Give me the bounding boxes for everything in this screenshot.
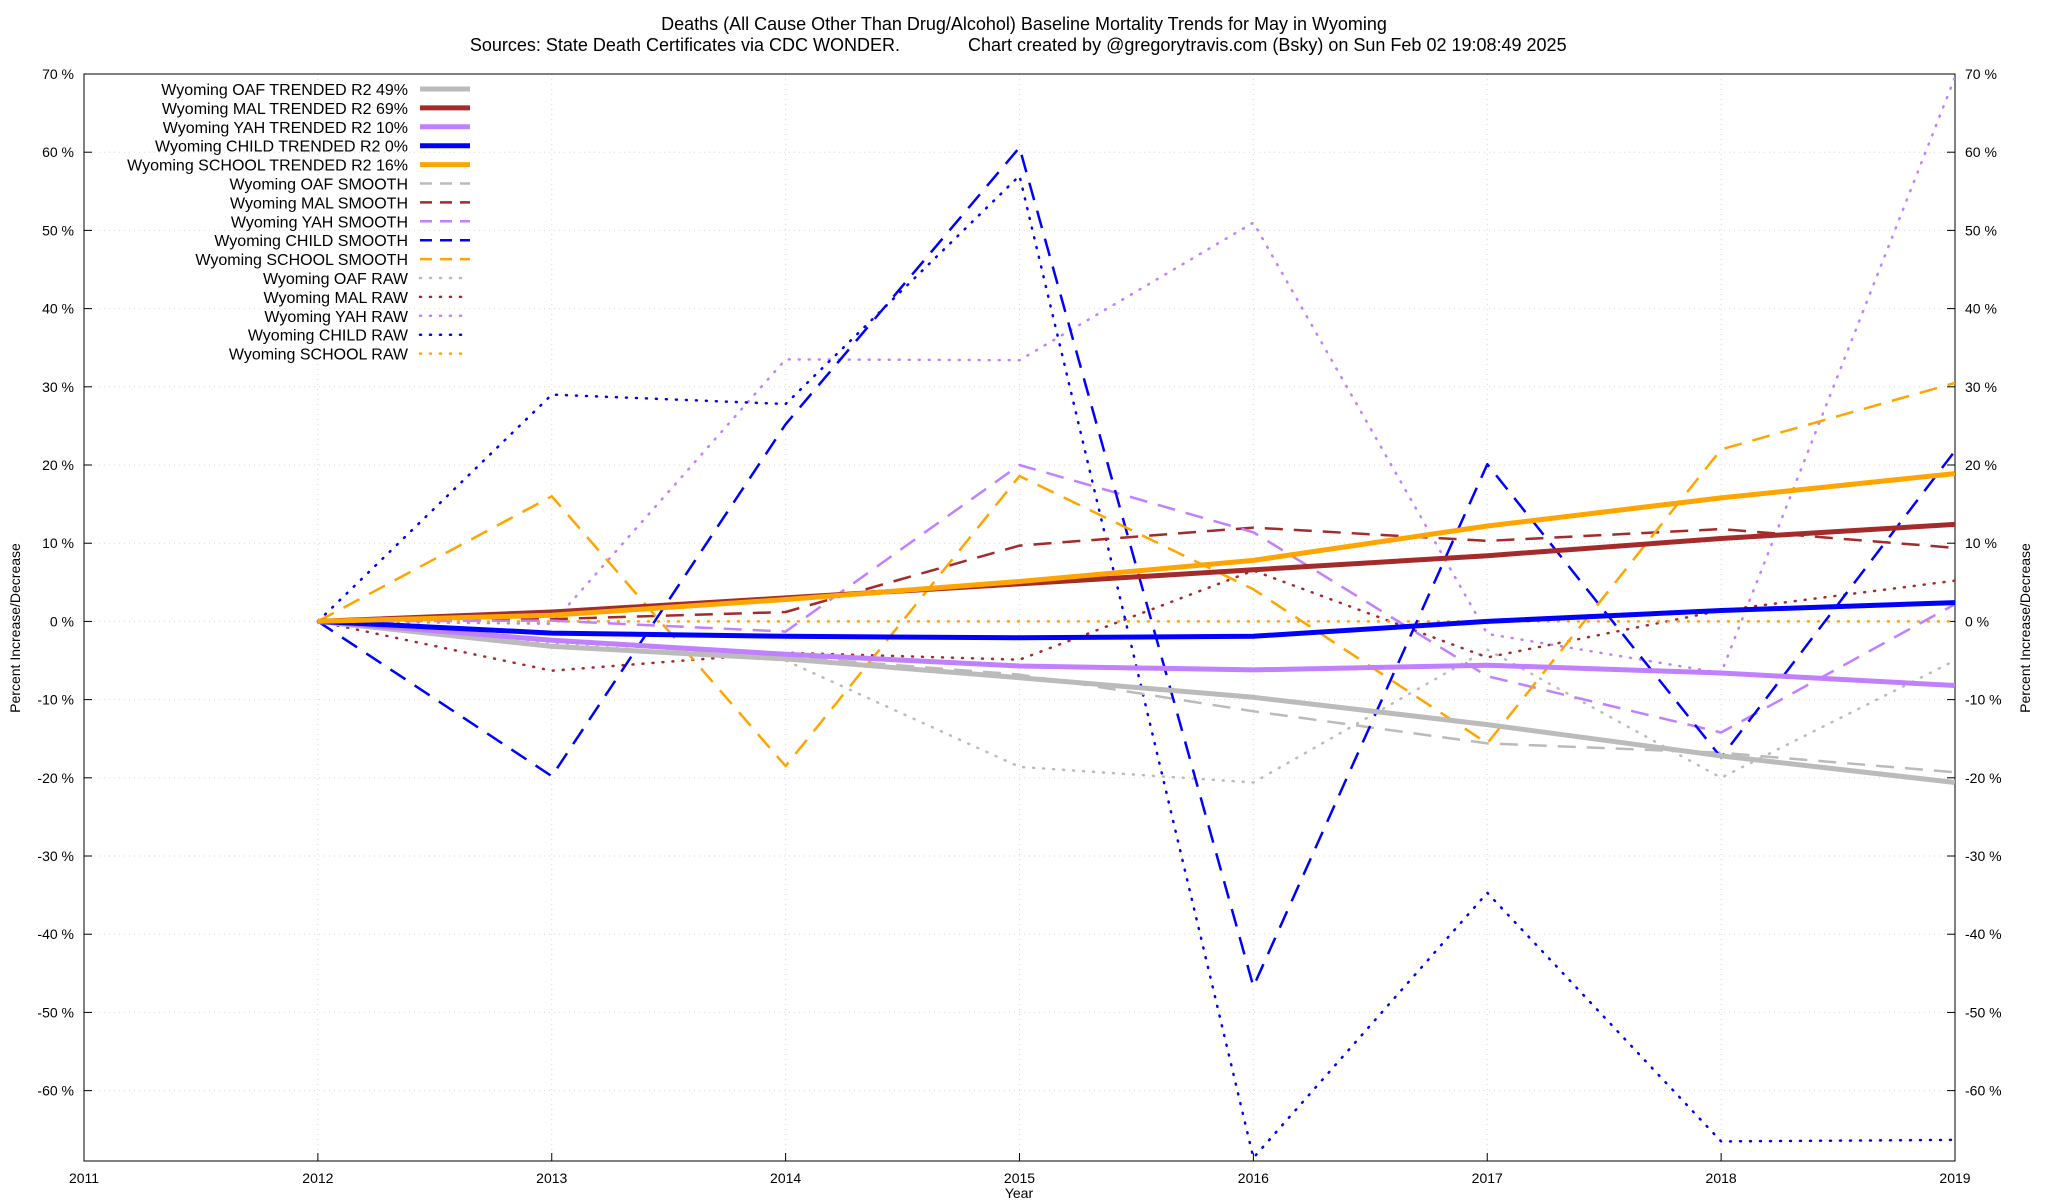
legend-entry-label: Wyoming SCHOOL RAW — [229, 347, 409, 364]
chart-title: Deaths (All Cause Other Than Drug/Alcoho… — [661, 14, 1387, 34]
legend-entry-label: Wyoming MAL RAW — [264, 290, 409, 307]
legend-entry-label: Wyoming YAH RAW — [264, 309, 408, 326]
x-tick-label: 2011 — [69, 1170, 99, 1186]
legend-entry-label: Wyoming OAF RAW — [263, 271, 409, 288]
y-tick-label-left: -40 % — [37, 926, 74, 942]
legend-entry-label: Wyoming MAL TRENDED R2 69% — [162, 101, 408, 118]
y-tick-label-right: -30 % — [1965, 848, 2002, 864]
y-tick-label-right: -60 % — [1965, 1083, 2002, 1099]
y-tick-label-left: 40 % — [42, 301, 74, 317]
x-tick-label: 2017 — [1472, 1170, 1503, 1186]
series-line-wyoming-oaf-raw — [316, 620, 1955, 784]
series-line-wyoming-school-smooth — [317, 381, 1955, 768]
y-tick-label-left: 20 % — [42, 457, 74, 473]
series-line-wyoming-child-smooth — [317, 146, 1955, 988]
x-tick-label: 2013 — [536, 1170, 567, 1186]
legend-entry-label: Wyoming MAL SMOOTH — [230, 195, 408, 212]
legend-entry-label: Wyoming CHILD RAW — [248, 328, 409, 345]
legend-entry-label: Wyoming YAH SMOOTH — [231, 214, 408, 231]
legend-entry-label: Wyoming SCHOOL SMOOTH — [195, 252, 408, 269]
y-tick-label-left: 0 % — [50, 613, 74, 629]
y-tick-label-left: -10 % — [37, 692, 74, 708]
series-line-wyoming-child-trended-r2-0 — [317, 600, 1955, 641]
y-axis-label-left: Percent Increase/Decrease — [7, 543, 23, 713]
x-tick-label: 2012 — [302, 1170, 333, 1186]
series-line-wyoming-yah-trended-r2-10 — [317, 618, 1955, 688]
y-tick-label-left: 50 % — [42, 222, 74, 238]
chart-subtitle-sources: Sources: State Death Certificates via CD… — [470, 35, 900, 55]
x-tick-label: 2016 — [1238, 1170, 1269, 1186]
plot-border — [83, 73, 1956, 1162]
series-lines — [316, 75, 1955, 1160]
series-line-wyoming-mal-trended-r2-69 — [317, 521, 1955, 624]
legend-entry-label: Wyoming YAH TRENDED R2 10% — [163, 120, 408, 137]
y-tick-label-right: -40 % — [1965, 926, 2002, 942]
series-line-wyoming-oaf-smooth — [317, 620, 1955, 774]
legend-entry-label: Wyoming CHILD SMOOTH — [214, 233, 408, 250]
y-tick-label-left: -20 % — [37, 770, 74, 786]
x-tick-label: 2019 — [1939, 1170, 1970, 1186]
y-tick-label-right: 0 % — [1965, 613, 1989, 629]
legend-entry-label: Wyoming OAF TRENDED R2 49% — [161, 82, 408, 99]
series-line-wyoming-yah-smooth — [317, 463, 1955, 734]
series-line-wyoming-oaf-trended-r2-49 — [317, 618, 1955, 785]
x-tick-label: 2015 — [1004, 1170, 1035, 1186]
chart-subtitle-credit: Chart created by @gregorytravis.com (Bsk… — [968, 35, 1567, 55]
y-tick-label-right: 20 % — [1965, 457, 1997, 473]
legend-entry-label: Wyoming CHILD TRENDED R2 0% — [155, 139, 408, 156]
y-tick-label-right: 50 % — [1965, 222, 1997, 238]
y-tick-label-left: -50 % — [37, 1004, 74, 1020]
y-tick-label-left: -30 % — [37, 848, 74, 864]
series-line-wyoming-school-trended-r2-16 — [317, 471, 1955, 624]
axes: 70 % 70 % 60 % 60 % 50 % 50 % 40 % 40 % 30 % 30 %… — [37, 66, 2001, 1186]
legend-entry-label: Wyoming SCHOOL TRENDED R2 16% — [127, 158, 408, 175]
y-tick-label-right: -50 % — [1965, 1004, 2002, 1020]
y-tick-label-right: 70 % — [1965, 66, 1997, 82]
y-tick-label-right: 30 % — [1965, 379, 1997, 395]
legend: Wyoming OAF TRENDED R2 49% Wyoming MAL TR… — [127, 82, 472, 364]
y-axis-label-right: Percent Increase/Decrease — [2017, 543, 2033, 713]
y-tick-label-left: 10 % — [42, 535, 74, 551]
legend-entry-label: Wyoming OAF SMOOTH — [229, 177, 408, 194]
x-tick-label: 2014 — [770, 1170, 801, 1186]
y-tick-label-left: 30 % — [42, 379, 74, 395]
y-tick-label-right: -20 % — [1965, 770, 2002, 786]
y-tick-label-right: -10 % — [1965, 692, 2002, 708]
x-axis-label: Year — [1005, 1185, 1034, 1200]
y-tick-label-right: 60 % — [1965, 144, 1997, 160]
series-line-wyoming-yah-raw — [316, 75, 1955, 675]
y-tick-label-left: 60 % — [42, 144, 74, 160]
y-tick-label-right: 10 % — [1965, 535, 1997, 551]
y-tick-label-left: 70 % — [42, 66, 74, 82]
series-line-wyoming-mal-smooth — [317, 526, 1955, 623]
x-tick-label: 2018 — [1706, 1170, 1737, 1186]
y-tick-label-left: -60 % — [37, 1083, 74, 1099]
y-tick-label-right: 40 % — [1965, 301, 1997, 317]
